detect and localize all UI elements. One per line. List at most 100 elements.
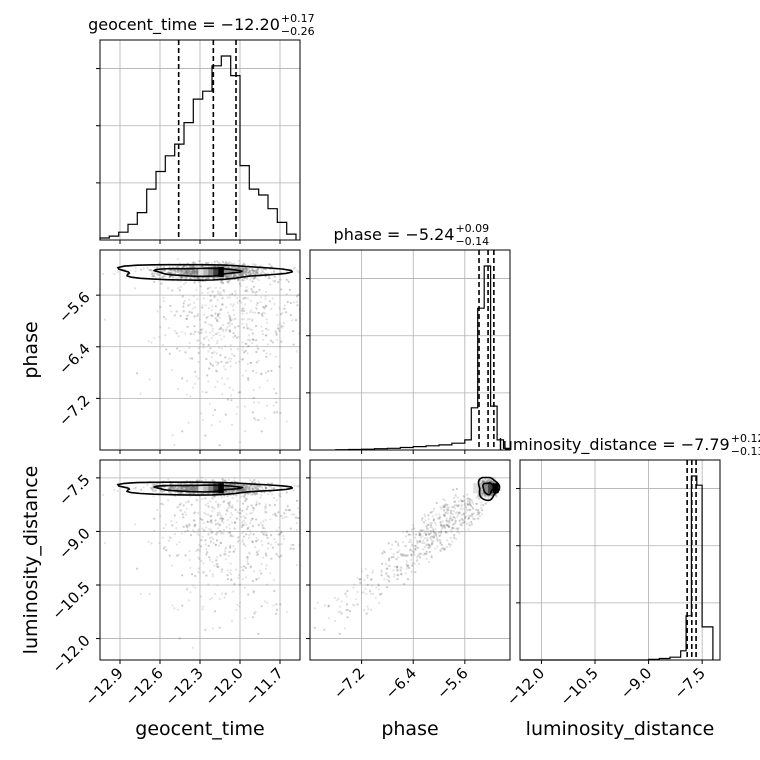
scatter-point (228, 504, 231, 507)
scatter-point (186, 271, 189, 274)
scatter-point (180, 272, 183, 275)
scatter-point (228, 275, 231, 279)
scatter-point (203, 337, 206, 340)
scatter-point (245, 269, 248, 272)
scatter-point (183, 276, 186, 279)
scatter-point (233, 270, 236, 273)
scatter-point (163, 275, 166, 278)
scatter-point (211, 276, 214, 279)
scatter-point (134, 523, 137, 526)
scatter-point (263, 268, 266, 271)
scatter-point (234, 521, 237, 524)
scatter-point (207, 343, 210, 347)
scatter-point (291, 319, 294, 322)
scatter-point (172, 269, 175, 272)
scatter-point (181, 430, 184, 433)
scatter-point (275, 612, 278, 615)
scatter-point (142, 267, 145, 270)
scatter-point (168, 352, 171, 355)
scatter-point (243, 586, 246, 589)
scatter-point (240, 274, 243, 277)
scatter-point (246, 560, 249, 563)
scatter-point (251, 271, 255, 275)
scatter-point (179, 272, 183, 275)
scatter-point (175, 277, 178, 280)
scatter-point (185, 265, 188, 268)
scatter-point (295, 350, 298, 353)
scatter-point (196, 270, 199, 273)
scatter-point (162, 547, 165, 550)
scatter-point (240, 267, 243, 270)
scatter-point (210, 314, 213, 317)
scatter-point (158, 276, 161, 279)
scatter-point (233, 313, 236, 317)
scatter-point (176, 347, 179, 350)
scatter-point (247, 271, 250, 274)
scatter-point (179, 314, 182, 317)
scatter-point (214, 519, 217, 522)
scatter-point (228, 490, 231, 493)
scatter-point (227, 322, 230, 325)
scatter-point (185, 277, 188, 280)
scatter-point (267, 536, 270, 540)
scatter-point (191, 272, 194, 275)
scatter-point (214, 305, 217, 308)
scatter-point (251, 269, 255, 272)
scatter-point (162, 266, 166, 269)
scatter-point (218, 346, 221, 349)
scatter-point (240, 267, 243, 270)
scatter-point (196, 312, 200, 316)
scatter-point (229, 276, 232, 279)
scatter-point (185, 277, 188, 280)
scatter-point (180, 330, 183, 333)
scatter-point (210, 356, 213, 359)
scatter-point (247, 593, 250, 596)
scatter-point (221, 281, 224, 284)
scatter-point (255, 306, 258, 309)
scatter-point (224, 271, 227, 274)
scatter-point (246, 277, 249, 280)
scatter-point (270, 339, 273, 342)
scatter-point (183, 272, 186, 275)
scatter-point (260, 325, 263, 328)
scatter-point (226, 361, 229, 364)
scatter-point (208, 556, 211, 559)
scatter-point (280, 325, 283, 328)
scatter-point (197, 351, 200, 354)
scatter-point (208, 402, 211, 405)
scatter-point (244, 499, 247, 503)
scatter-point (264, 567, 268, 570)
scatter-point (211, 573, 214, 576)
scatter-point (251, 332, 254, 335)
scatter-point (241, 358, 245, 361)
scatter-point (248, 271, 251, 274)
scatter-point (220, 570, 223, 574)
scatter-point (195, 271, 198, 274)
scatter-point (228, 269, 231, 272)
scatter-point (195, 270, 199, 273)
scatter-point (227, 506, 230, 510)
scatter-point (183, 272, 186, 275)
scatter-point (207, 286, 210, 290)
scatter-point (205, 262, 208, 265)
scatter-point (253, 493, 256, 496)
scatter-point (222, 260, 225, 264)
scatter-point (297, 293, 300, 296)
scatter-point (168, 276, 171, 279)
scatter-point (246, 269, 249, 272)
scatter-point (255, 290, 258, 293)
scatter-point (241, 312, 244, 315)
scatter-point (256, 272, 259, 275)
scatter-point (232, 308, 235, 312)
scatter-point (173, 314, 176, 317)
scatter-point (210, 323, 213, 326)
scatter-point (234, 334, 237, 337)
scatter-point (196, 271, 199, 274)
scatter-point (238, 282, 241, 285)
scatter-point (190, 311, 193, 314)
scatter-point (212, 277, 215, 280)
scatter-point (175, 527, 178, 530)
scatter-point (186, 314, 189, 317)
scatter-point (295, 521, 298, 525)
scatter-point (241, 274, 244, 277)
